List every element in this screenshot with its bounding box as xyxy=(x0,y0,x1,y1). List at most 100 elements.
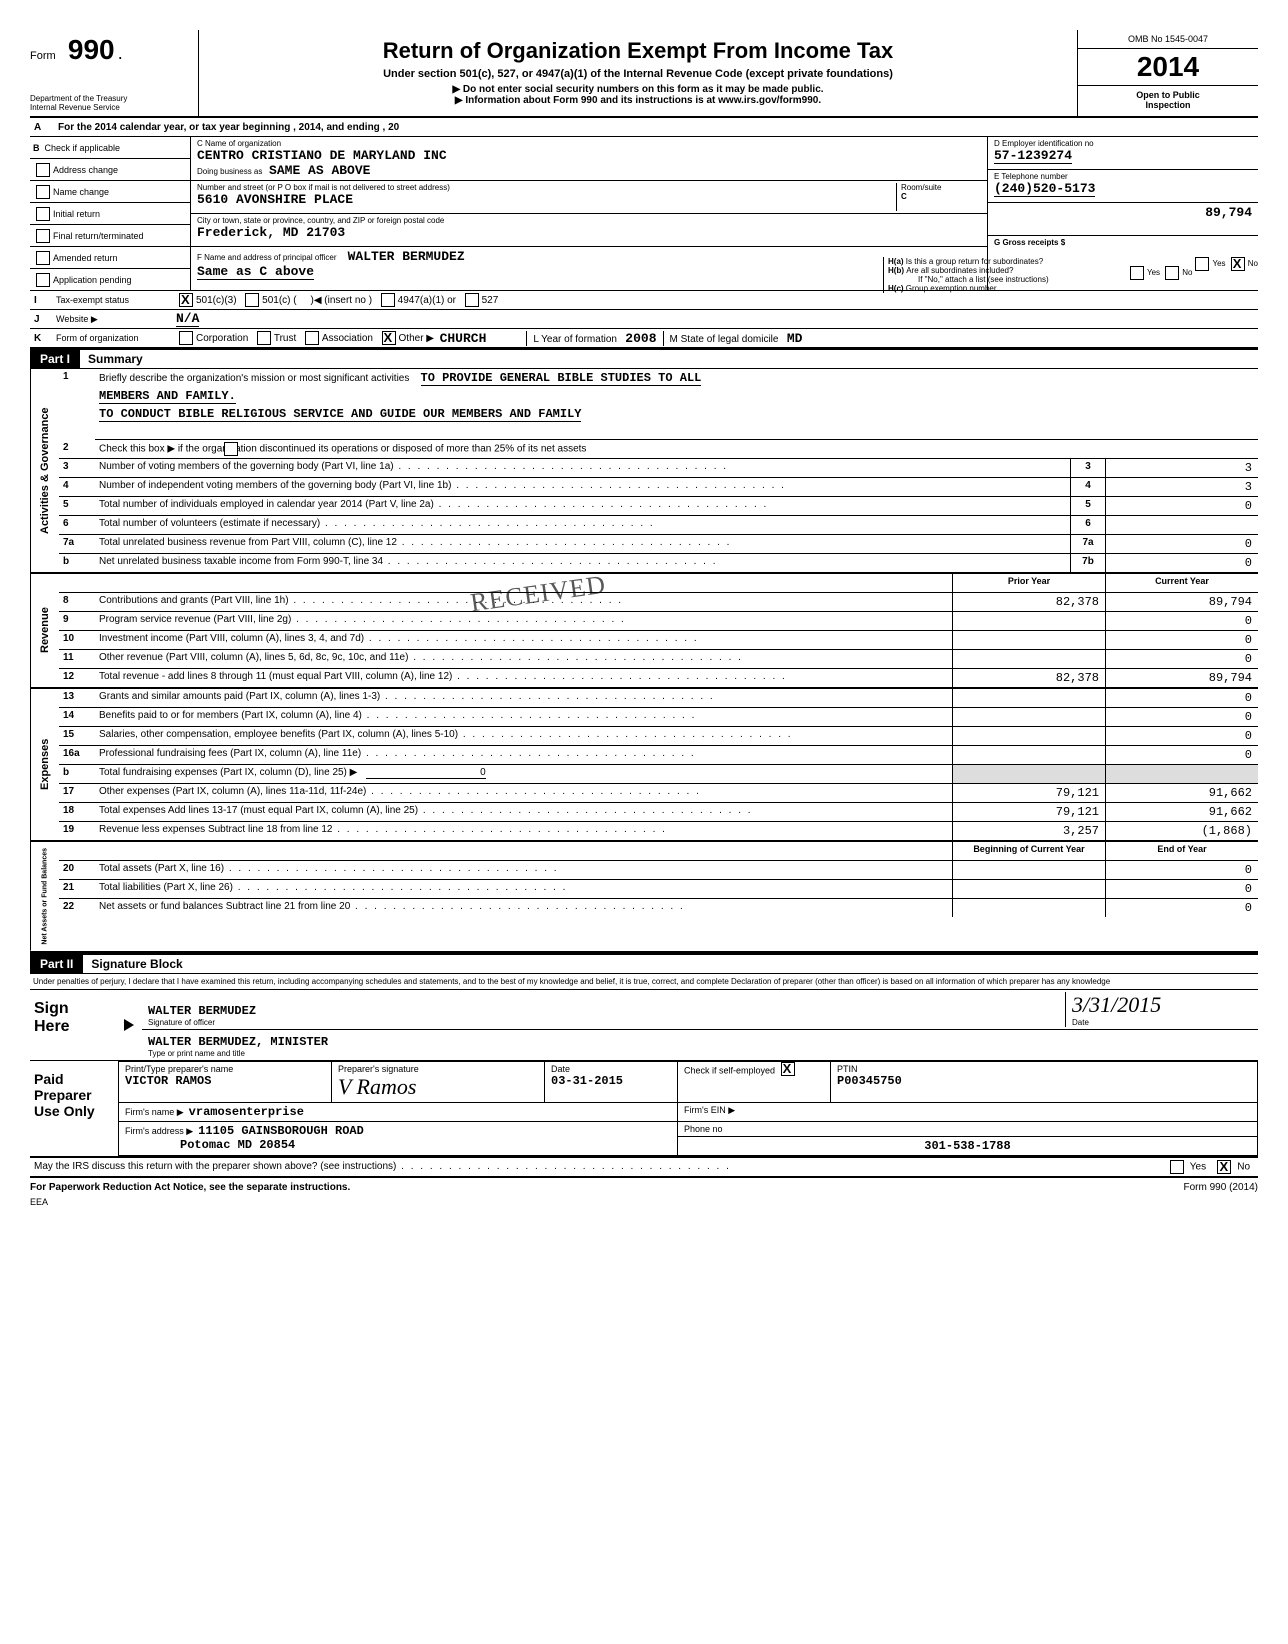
ein-value: 57-1239274 xyxy=(994,148,1072,164)
line12-text: Total revenue - add lines 8 through 11 (… xyxy=(95,669,952,687)
k-opt-3: Other ▶ xyxy=(399,333,434,344)
sign-here-section: Sign Here WALTER BERMUDEZ Signature of o… xyxy=(30,990,1258,1061)
checkbox-amended[interactable] xyxy=(36,251,50,265)
hb-no[interactable] xyxy=(1165,266,1179,280)
line10-text: Investment income (Part VIII, column (A)… xyxy=(95,631,952,649)
date-label: Date xyxy=(1072,1018,1252,1027)
sign-date-handwritten: 3/31/2015 xyxy=(1072,992,1252,1018)
form-note1: ▶ Do not enter social security numbers o… xyxy=(209,84,1067,95)
form-right-block: OMB No 1545-0047 2014 Open to Public Ins… xyxy=(1077,30,1258,116)
prep-label2: Preparer xyxy=(34,1087,114,1103)
b-item-1: Name change xyxy=(53,187,109,197)
form-header: Form 990 . Department of the Treasury In… xyxy=(30,30,1258,118)
i-opt-2: ◀ (insert no ) xyxy=(314,295,372,306)
perjury-text: Under penalties of perjury, I declare th… xyxy=(30,974,1258,990)
line22-text: Net assets or fund balances Subtract lin… xyxy=(95,899,952,917)
end-head: End of Year xyxy=(1105,842,1258,860)
line14-curr: 0 xyxy=(1105,708,1258,726)
checkbox-name-change[interactable] xyxy=(36,185,50,199)
line1-val3: TO CONDUCT BIBLE RELIGIOUS SERVICE AND G… xyxy=(99,407,581,422)
line17-prior: 79,121 xyxy=(952,784,1105,802)
line16b-val: 0 xyxy=(366,767,486,779)
paid-preparer-section: Paid Preparer Use Only Print/Type prepar… xyxy=(30,1061,1258,1158)
line13-curr: 0 xyxy=(1105,689,1258,707)
k-label: Form of organization xyxy=(56,333,176,343)
line13-text: Grants and similar amounts paid (Part IX… xyxy=(95,689,952,707)
k-other[interactable] xyxy=(382,331,396,345)
ha-yes[interactable] xyxy=(1195,257,1209,271)
section-c: C Name of organization CENTRO CRISTIANO … xyxy=(191,137,988,290)
prep-h4: Check if self-employed xyxy=(684,1065,775,1075)
line7a-val: 0 xyxy=(1105,535,1258,553)
tax-year: 2014 xyxy=(1078,49,1258,86)
discuss-yes[interactable] xyxy=(1170,1160,1184,1174)
part-i-label: Part I xyxy=(30,350,80,368)
hb-note: If "No," attach a list (see instructions… xyxy=(918,275,1049,284)
firm-name-label: Firm's name ▶ xyxy=(125,1107,184,1117)
discuss-no[interactable] xyxy=(1217,1160,1231,1174)
print-label: Type or print name and title xyxy=(148,1049,328,1058)
m-label: M State of legal domicile xyxy=(670,334,779,345)
b-item-4: Amended return xyxy=(53,253,118,263)
checkbox-501c[interactable] xyxy=(245,293,259,307)
checkbox-501c3[interactable] xyxy=(179,293,193,307)
preparer-name: VICTOR RAMOS xyxy=(125,1074,211,1088)
line6-text: Total number of volunteers (estimate if … xyxy=(95,516,1070,534)
line15-text: Salaries, other compensation, employee b… xyxy=(95,727,952,745)
open2: Inspection xyxy=(1082,100,1254,110)
i-opt-3: 4947(a)(1) or xyxy=(398,295,456,306)
checkbox-initial-return[interactable] xyxy=(36,207,50,221)
f-label: F Name and address of principal officer xyxy=(197,253,336,262)
firm-name: vramosenterprise xyxy=(189,1105,304,1119)
officer-sig-name: WALTER BERMUDEZ xyxy=(148,1004,1065,1018)
b-item-0: Address change xyxy=(53,165,118,175)
k-corp[interactable] xyxy=(179,331,193,345)
i-opt-0: 501(c)(3) xyxy=(196,295,237,306)
hb-yes[interactable] xyxy=(1130,266,1144,280)
omb: OMB No 1545-0047 xyxy=(1078,30,1258,49)
dept2: Internal Revenue Service xyxy=(30,103,190,112)
line-a-text: For the 2014 calendar year, or tax year … xyxy=(56,120,1258,135)
d-label: D Employer identification no xyxy=(994,139,1252,148)
line17-curr: 91,662 xyxy=(1105,784,1258,802)
checkbox-address-change[interactable] xyxy=(36,163,50,177)
line19-text: Revenue less expenses Subtract line 18 f… xyxy=(95,822,952,840)
line16a-curr: 0 xyxy=(1105,746,1258,764)
line12-curr: 89,794 xyxy=(1105,669,1258,687)
k-opt-0: Corporation xyxy=(196,333,248,344)
self-employed-checkbox[interactable] xyxy=(781,1062,795,1076)
firm-addr-label: Firm's address ▶ xyxy=(125,1126,193,1136)
arrow-icon xyxy=(124,1019,134,1031)
line2-checkbox[interactable] xyxy=(224,442,238,456)
line17-text: Other expenses (Part IX, column (A), lin… xyxy=(95,784,952,802)
line20-curr: 0 xyxy=(1105,861,1258,879)
firm-addr2: Potomac MD 20854 xyxy=(180,1138,295,1152)
j-label: Website ▶ xyxy=(56,314,176,325)
line5-val: 0 xyxy=(1105,497,1258,515)
checkbox-application-pending[interactable] xyxy=(36,273,50,287)
ha-no[interactable] xyxy=(1231,257,1245,271)
line19-prior: 3,257 xyxy=(952,822,1105,840)
b-item-2: Initial return xyxy=(53,209,100,219)
line3-val: 3 xyxy=(1105,459,1258,477)
form-title-block: Return of Organization Exempt From Incom… xyxy=(199,30,1077,116)
k-trust[interactable] xyxy=(257,331,271,345)
phone-value: (240)520-5173 xyxy=(994,181,1095,197)
line7b-val: 0 xyxy=(1105,554,1258,572)
checkbox-final-return[interactable] xyxy=(36,229,50,243)
checkbox-4947[interactable] xyxy=(381,293,395,307)
preparer-sig: V Ramos xyxy=(338,1074,416,1099)
current-head: Current Year xyxy=(1105,574,1258,592)
line5-text: Total number of individuals employed in … xyxy=(95,497,1070,515)
f-name: WALTER BERMUDEZ xyxy=(348,249,465,264)
prep-h2: Preparer's signature xyxy=(338,1064,538,1074)
line-a: A For the 2014 calendar year, or tax yea… xyxy=(30,118,1258,137)
print-name: WALTER BERMUDEZ, MINISTER xyxy=(148,1035,328,1049)
ptin-value: P00345750 xyxy=(837,1074,902,1088)
preparer-date: 03-31-2015 xyxy=(551,1074,623,1088)
line10-curr: 0 xyxy=(1105,631,1258,649)
city-value: Frederick, MD 21703 xyxy=(197,225,345,240)
k-assoc[interactable] xyxy=(305,331,319,345)
f-addr: Same as C above xyxy=(197,264,314,280)
checkbox-527[interactable] xyxy=(465,293,479,307)
